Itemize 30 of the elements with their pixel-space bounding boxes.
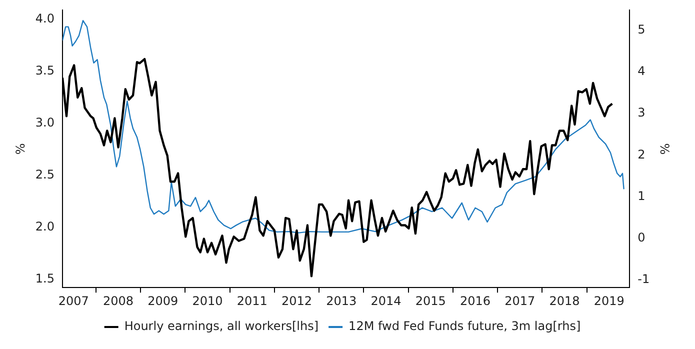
x-tick-label: 2015 (415, 294, 446, 308)
y-tick-label: 3.0 (35, 116, 54, 130)
x-tick-label: 2013 (326, 294, 357, 308)
x-tick-label: 2019 (594, 294, 624, 308)
legend-label: Hourly earnings, all workers[lhs] (124, 319, 319, 334)
y-axis-title: % (13, 143, 28, 155)
y2-tick-label: 1 (638, 188, 646, 203)
y-tick-label: 2.0 (35, 219, 54, 234)
y-tick-label: 4.0 (35, 12, 54, 26)
x-tick-label: 2017 (504, 294, 536, 308)
x-tick-label: 2007 (58, 294, 89, 308)
x-tick-label: 2011 (236, 294, 268, 308)
x-tick-label: 2016 (460, 294, 491, 308)
x-tick-label: 2010 (192, 294, 223, 308)
y2-tick-label: 3 (638, 106, 646, 120)
y2-tick-label: 4 (638, 64, 646, 78)
y2-tick-label: 2 (638, 147, 646, 162)
y2-tick-label: -1 (638, 272, 650, 286)
y2-axis-title: % (658, 143, 672, 155)
x-tick-label: 2012 (281, 294, 312, 308)
y-tick-label: 1.5 (35, 271, 54, 286)
y-tick-label: 3.5 (35, 64, 54, 78)
x-tick-label: 2014 (370, 294, 402, 308)
x-tick-label: 2009 (148, 294, 178, 308)
legend-label: 12M fwd Fed Funds future, 3m lag[rhs] (348, 319, 581, 334)
x-tick-label: 2018 (549, 294, 580, 308)
x-tick-label: 2008 (102, 294, 134, 308)
y2-tick-label: 0 (638, 230, 646, 244)
y-tick-label: 2.5 (35, 168, 54, 182)
y2-tick-label: 5 (638, 22, 646, 37)
